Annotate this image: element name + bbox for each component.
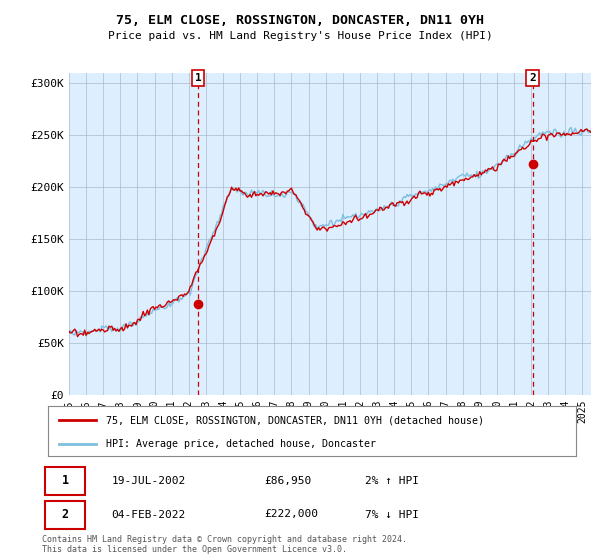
Text: 19-JUL-2002: 19-JUL-2002 [112,476,185,486]
FancyBboxPatch shape [46,501,85,529]
Text: HPI: Average price, detached house, Doncaster: HPI: Average price, detached house, Donc… [106,439,376,449]
Text: 2% ↑ HPI: 2% ↑ HPI [365,476,419,486]
FancyBboxPatch shape [46,467,85,495]
Text: 1: 1 [194,73,202,83]
Text: 1: 1 [62,474,69,487]
Text: 7% ↓ HPI: 7% ↓ HPI [365,510,419,520]
Text: £86,950: £86,950 [265,476,312,486]
Text: 75, ELM CLOSE, ROSSINGTON, DONCASTER, DN11 0YH: 75, ELM CLOSE, ROSSINGTON, DONCASTER, DN… [116,14,484,27]
Text: 75, ELM CLOSE, ROSSINGTON, DONCASTER, DN11 0YH (detached house): 75, ELM CLOSE, ROSSINGTON, DONCASTER, DN… [106,415,484,425]
Text: 2: 2 [529,73,536,83]
Text: £222,000: £222,000 [265,510,319,520]
Text: Contains HM Land Registry data © Crown copyright and database right 2024.
This d: Contains HM Land Registry data © Crown c… [42,535,407,554]
Text: 04-FEB-2022: 04-FEB-2022 [112,510,185,520]
Text: 2: 2 [62,508,69,521]
Text: Price paid vs. HM Land Registry's House Price Index (HPI): Price paid vs. HM Land Registry's House … [107,31,493,41]
